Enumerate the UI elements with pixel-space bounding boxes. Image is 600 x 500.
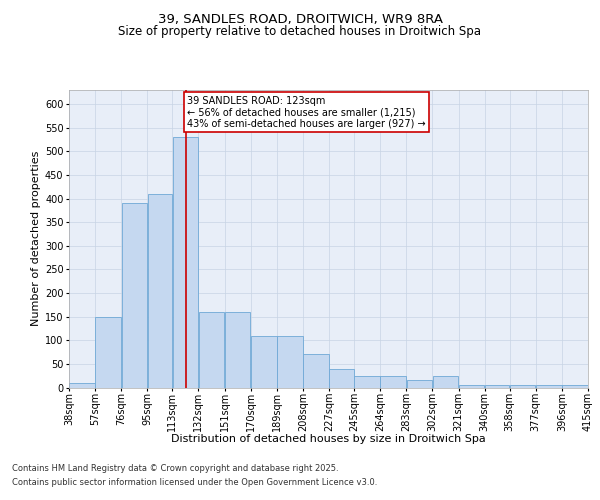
Bar: [459, 385, 484, 388]
X-axis label: Distribution of detached houses by size in Droitwich Spa: Distribution of detached houses by size …: [171, 434, 486, 444]
Bar: [251, 336, 277, 388]
Bar: [433, 376, 458, 388]
Bar: [69, 383, 95, 388]
Bar: [329, 368, 353, 388]
Text: 39, SANDLES ROAD, DROITWICH, WR9 8RA: 39, SANDLES ROAD, DROITWICH, WR9 8RA: [157, 12, 443, 26]
Y-axis label: Number of detached properties: Number of detached properties: [31, 151, 41, 326]
Bar: [199, 312, 224, 388]
Bar: [122, 204, 147, 388]
Bar: [562, 385, 588, 388]
Bar: [173, 137, 198, 388]
Bar: [407, 380, 432, 388]
Bar: [380, 376, 406, 388]
Bar: [277, 336, 303, 388]
Text: Size of property relative to detached houses in Droitwich Spa: Size of property relative to detached ho…: [119, 25, 482, 38]
Bar: [354, 376, 380, 388]
Text: Contains HM Land Registry data © Crown copyright and database right 2025.: Contains HM Land Registry data © Crown c…: [12, 464, 338, 473]
Bar: [225, 312, 250, 388]
Text: Contains public sector information licensed under the Open Government Licence v3: Contains public sector information licen…: [12, 478, 377, 487]
Bar: [95, 316, 121, 388]
Bar: [536, 385, 562, 388]
Bar: [510, 385, 535, 388]
Bar: [148, 194, 172, 388]
Bar: [304, 354, 329, 388]
Text: 39 SANDLES ROAD: 123sqm
← 56% of detached houses are smaller (1,215)
43% of semi: 39 SANDLES ROAD: 123sqm ← 56% of detache…: [187, 96, 426, 129]
Bar: [485, 385, 509, 388]
